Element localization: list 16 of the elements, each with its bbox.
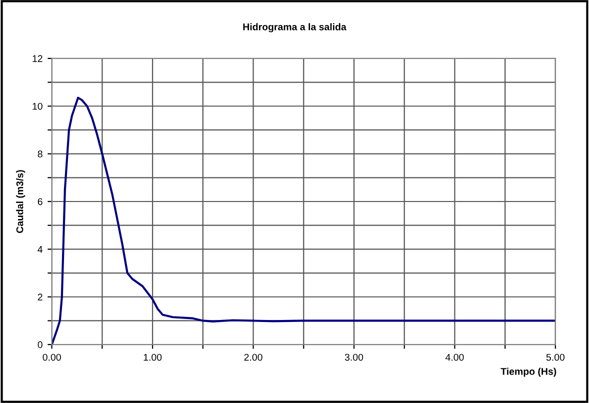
y-tick-label: 8 — [38, 150, 42, 158]
x-tick-label: 4.00 — [445, 354, 464, 361]
y-axis-title: Caudal (m3/s) — [16, 170, 26, 233]
x-tick-label: 3.00 — [344, 354, 364, 361]
x-tick-label: 5.00 — [546, 354, 565, 361]
y-tick-label: 12 — [32, 55, 42, 62]
y-tick-label: 6 — [38, 198, 42, 206]
x-tick-label: 1.00 — [144, 354, 162, 361]
y-tick-label: 10 — [32, 102, 42, 110]
y-tick-label: 2 — [38, 294, 42, 300]
y-tick-label: 4 — [38, 246, 43, 253]
y-tick-label: 0 — [38, 341, 42, 348]
x-axis-title: Tiempo (Hs) — [500, 368, 556, 377]
x-tick-label: 2.00 — [244, 354, 262, 361]
x-tick-label: 0.00 — [42, 354, 61, 361]
chart-title: Hidrograma a la salida — [243, 23, 346, 32]
